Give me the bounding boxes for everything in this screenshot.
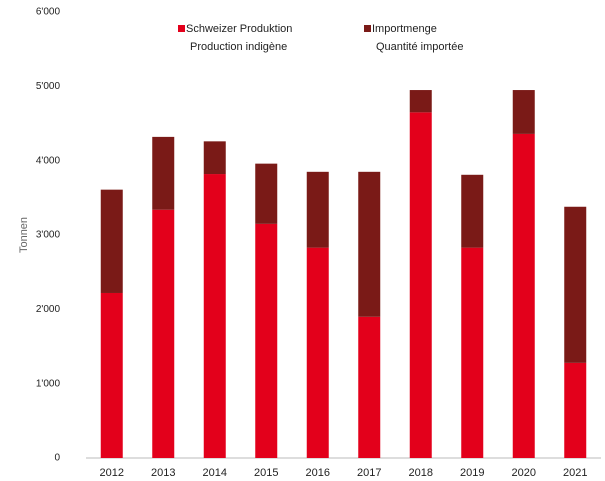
x-tick-label: 2020	[512, 467, 536, 479]
legend-label: Production indigène	[190, 41, 287, 53]
x-tick-label: 2016	[306, 467, 330, 479]
bar-segment	[255, 223, 278, 458]
bar-segment	[255, 163, 278, 224]
x-tick-label: 2017	[357, 467, 381, 479]
bar-segment	[203, 174, 226, 458]
y-tick-label: 3'000	[36, 230, 61, 241]
y-tick-label: 6'000	[36, 7, 61, 18]
x-tick-label: 2013	[151, 467, 175, 479]
y-tick-label: 5'000	[36, 81, 61, 92]
x-tick-label: 2015	[254, 467, 278, 479]
bar-segment	[306, 247, 329, 458]
bar-segment	[512, 133, 535, 458]
x-tick-label: 2021	[563, 467, 587, 479]
bar-segment	[100, 189, 123, 293]
bar-segment	[564, 362, 587, 458]
bar-segment	[409, 112, 432, 458]
bar-segment	[564, 206, 587, 363]
bar-segment	[152, 209, 175, 458]
x-tick-label: 2018	[409, 467, 433, 479]
x-tick-label: 2014	[203, 467, 227, 479]
y-tick-label: 4'000	[36, 155, 61, 166]
bar-segment	[100, 292, 123, 458]
legend-swatch	[364, 25, 371, 32]
bar-segment	[512, 90, 535, 134]
y-tick-label: 2'000	[36, 304, 61, 315]
bar-segment	[461, 174, 484, 248]
bar-segment	[358, 171, 381, 317]
bar-segment	[152, 136, 175, 210]
legend-label: Importmenge	[372, 23, 437, 35]
legend-label: Schweizer Produktion	[186, 23, 292, 35]
y-axis-label: Tonnen	[18, 217, 30, 253]
y-tick-label: 0	[54, 453, 60, 464]
bar-segment	[306, 171, 329, 248]
y-tick-label: 1'000	[36, 378, 61, 389]
legend-label: Quantité importée	[376, 41, 463, 53]
bar-segment	[358, 316, 381, 458]
x-tick-label: 2012	[100, 467, 124, 479]
bar-segment	[461, 247, 484, 458]
bar-segment	[203, 141, 226, 175]
bar-segment	[409, 90, 432, 113]
x-tick-label: 2019	[460, 467, 484, 479]
legend-swatch	[178, 25, 185, 32]
